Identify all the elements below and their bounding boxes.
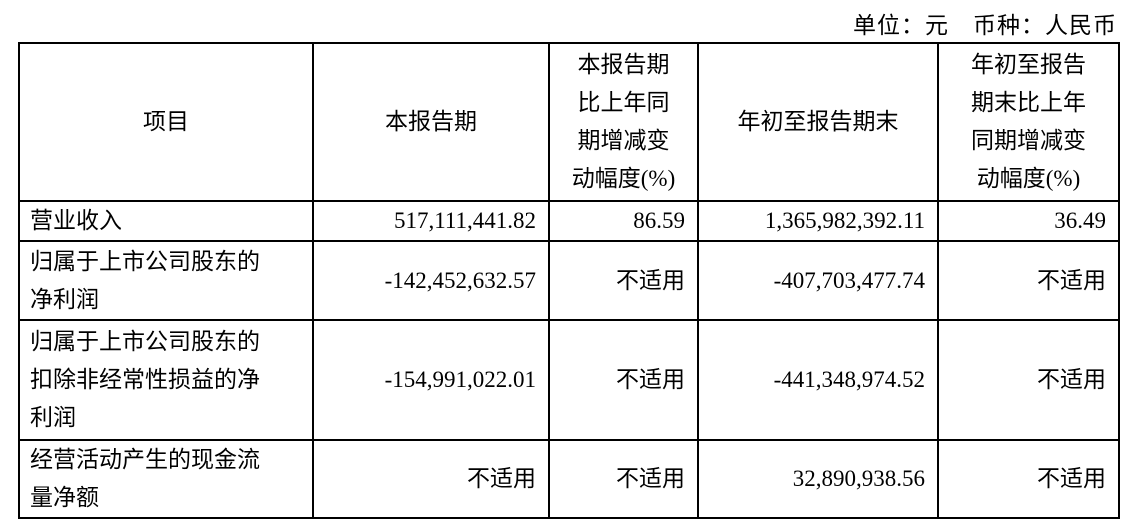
- row-label: 归属于上市公司股东的 扣除非经常性损益的净 利润: [18, 319, 314, 441]
- cell-value: 1,365,982,392.11: [697, 200, 939, 242]
- row-label: 归属于上市公司股东的 净利润: [18, 240, 314, 321]
- text-line: 项目: [143, 109, 189, 134]
- text-line: 营业收入: [30, 208, 122, 233]
- text-line: 年初至报告期末: [737, 109, 899, 134]
- text-line: 动幅度(%): [571, 166, 676, 191]
- header-current-period-change: 本报告期比上年同期增减变动幅度(%): [548, 42, 699, 202]
- text-line: 利润: [30, 405, 76, 430]
- table-row: 营业收入 517,111,441.82 86.59 1,365,982,392.…: [18, 200, 1120, 242]
- currency-label: 币种：人民币: [973, 13, 1117, 38]
- text-line: 净利润: [30, 286, 99, 312]
- cell-value: -142,452,632.57: [312, 240, 550, 321]
- text-line: 归属于上市公司股东的: [30, 248, 260, 274]
- cell-value: -154,991,022.01: [312, 319, 550, 441]
- text-line: 同期增减变: [971, 128, 1086, 153]
- text-line: 期末比上年: [971, 90, 1086, 115]
- text-line: 年初至报告: [971, 52, 1086, 77]
- header-item: 项目: [18, 42, 314, 202]
- unit-currency-note: 单位：元 币种：人民币: [829, 6, 1117, 40]
- text-line: 动幅度(%): [976, 166, 1081, 191]
- unit-label: 单位：元: [853, 13, 949, 38]
- table-row: 经营活动产生的现金流 量净额 不适用 不适用 32,890,938.56 不适用: [18, 439, 1120, 519]
- text-line: 量净额: [30, 485, 99, 510]
- cell-value: -441,348,974.52: [697, 319, 939, 441]
- text-line: 本报告期: [577, 52, 670, 77]
- cell-value: 不适用: [548, 439, 699, 519]
- text-line: 比上年同: [577, 90, 670, 115]
- row-label: 营业收入: [18, 200, 314, 242]
- cell-value: 32,890,938.56: [697, 439, 939, 519]
- cell-value: 517,111,441.82: [312, 200, 550, 242]
- text-line: 经营活动产生的现金流: [30, 447, 260, 472]
- cell-value: 不适用: [937, 439, 1120, 519]
- header-row: 项目 本报告期 本报告期 比上年同 期增减变 动幅度(%) 年初至报告期末 年初至报告…: [18, 42, 1120, 202]
- table-row: 归属于上市公司股东的 净利润 -142,452,632.57 不适用 -407,7…: [18, 240, 1120, 321]
- cell-value: 不适用: [548, 319, 699, 441]
- text-line: 期增减变: [577, 128, 670, 153]
- text-line: 归属于上市公司股东的: [30, 329, 260, 354]
- cell-value: 不适用: [548, 240, 699, 321]
- cell-value: 不适用: [937, 319, 1120, 441]
- cell-value: 不适用: [312, 439, 550, 519]
- text-line: 本报告期: [385, 109, 477, 134]
- header-ytd-change: 年初至报告期末比上年同期增减变动幅度(%): [937, 42, 1120, 202]
- header-current-period: 本报告期: [312, 42, 550, 202]
- financial-data-table: 项目 本报告期 本报告期 比上年同 期增减变 动幅度(%) 年初至报告期末 年初至报告…: [18, 42, 1120, 519]
- text-line: 扣除非经常性损益的净: [30, 367, 260, 392]
- cell-value: 不适用: [937, 240, 1120, 321]
- header-ytd: 年初至报告期末: [697, 42, 939, 202]
- row-label: 经营活动产生的现金流 量净额: [18, 439, 314, 519]
- cell-value: -407,703,477.74: [697, 240, 939, 321]
- cell-value: 86.59: [548, 200, 699, 242]
- table-row: 归属于上市公司股东的 扣除非经常性损益的净 利润 -154,991,022.01 不…: [18, 319, 1120, 441]
- cell-value: 36.49: [937, 200, 1120, 242]
